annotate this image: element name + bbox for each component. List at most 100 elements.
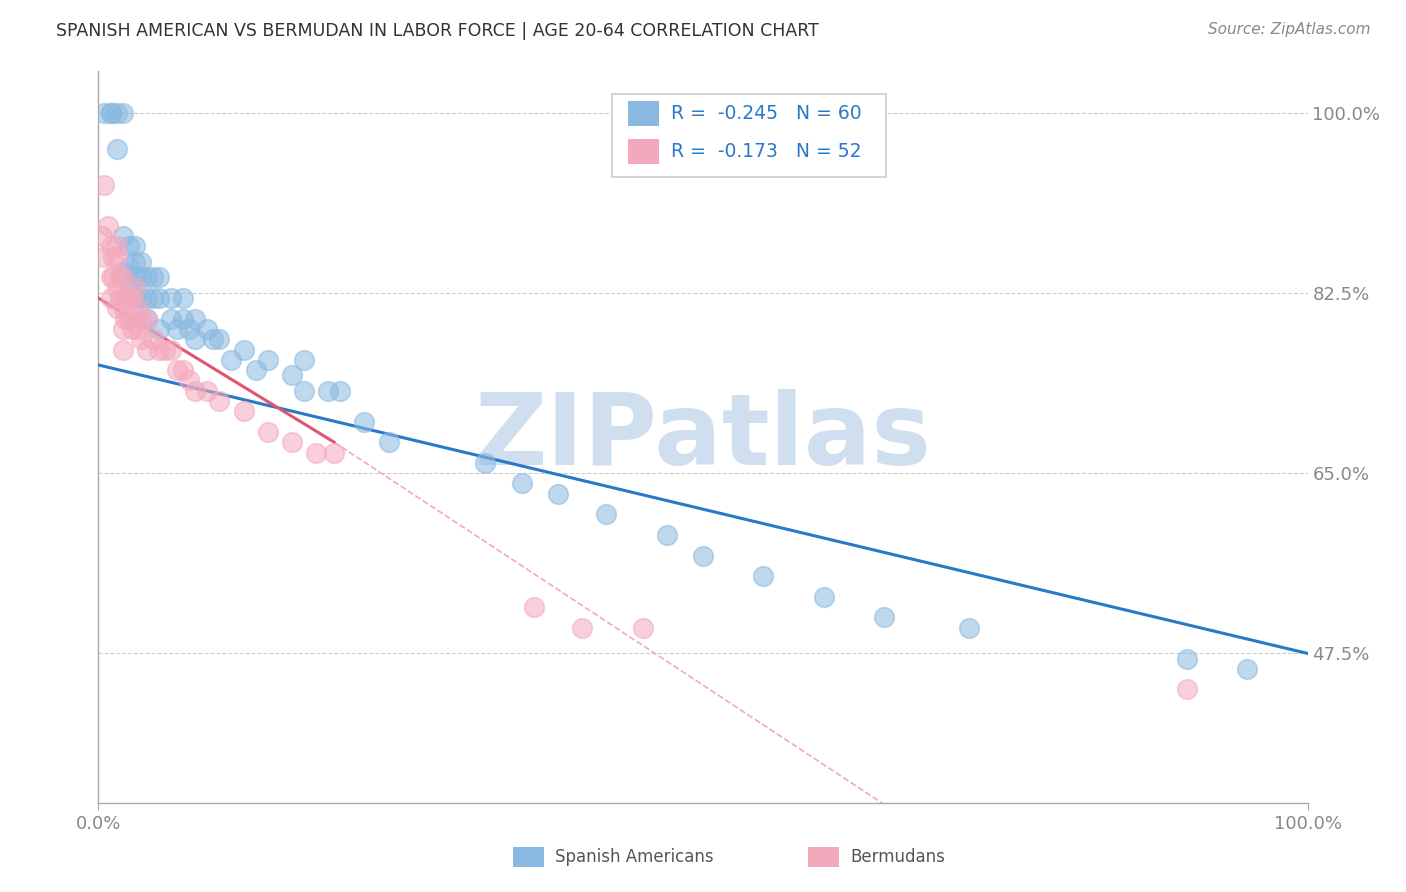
Point — [105, 239, 128, 253]
Point — [655, 528, 678, 542]
Text: SPANISH AMERICAN VS BERMUDAN IN LABOR FORCE | AGE 20-64 CORRELATION CHART: SPANISH AMERICAN VS BERMUDAN IN LABOR FO… — [56, 22, 820, 40]
Point — [813, 590, 835, 604]
Point — [292, 384, 315, 398]
Point — [166, 363, 188, 377]
Text: R =  -0.173   N = 52: R = -0.173 N = 52 — [671, 142, 860, 161]
Point — [142, 270, 165, 285]
Point — [179, 373, 201, 387]
Point — [208, 394, 231, 409]
Point — [184, 384, 207, 398]
Point — [135, 291, 157, 305]
Point — [281, 435, 304, 450]
Point — [93, 250, 115, 264]
Point — [316, 384, 339, 398]
Point — [91, 229, 114, 244]
Point — [97, 219, 120, 233]
Point — [124, 270, 146, 285]
Point — [172, 363, 194, 377]
Text: Source: ZipAtlas.com: Source: ZipAtlas.com — [1208, 22, 1371, 37]
Point — [142, 291, 165, 305]
Point — [124, 281, 146, 295]
Point — [105, 281, 128, 295]
Point — [93, 178, 115, 192]
Point — [105, 250, 128, 264]
Point — [111, 229, 134, 244]
Point — [292, 352, 315, 367]
Point — [108, 291, 131, 305]
Point — [208, 332, 231, 346]
Point — [160, 311, 183, 326]
Point — [111, 105, 134, 120]
Point — [111, 322, 134, 336]
Point — [256, 352, 278, 367]
Point — [547, 487, 569, 501]
Point — [124, 255, 146, 269]
Point — [305, 445, 328, 459]
Point — [474, 456, 496, 470]
Point — [118, 311, 141, 326]
Text: ZIPatlas: ZIPatlas — [475, 389, 931, 485]
Point — [129, 255, 152, 269]
Point — [101, 270, 124, 285]
Point — [100, 105, 122, 120]
Point — [142, 332, 165, 346]
Point — [100, 239, 122, 253]
Point — [752, 569, 775, 583]
Point — [111, 301, 134, 316]
Point — [692, 549, 714, 563]
Point — [184, 311, 207, 326]
Point — [281, 368, 304, 383]
Point — [148, 322, 170, 336]
Point — [129, 270, 152, 285]
Point — [571, 621, 593, 635]
Point — [135, 311, 157, 326]
Point — [148, 291, 170, 305]
Point — [114, 291, 136, 305]
Point — [129, 291, 152, 305]
Point — [202, 332, 225, 346]
Point — [121, 291, 143, 305]
Text: Spanish Americans: Spanish Americans — [555, 848, 714, 866]
Text: R =  -0.245   N = 60: R = -0.245 N = 60 — [671, 103, 862, 123]
Point — [184, 332, 207, 346]
Text: Bermudans: Bermudans — [851, 848, 945, 866]
Point — [195, 384, 218, 398]
Point — [100, 105, 122, 120]
Point — [957, 621, 980, 635]
Point — [160, 343, 183, 357]
Point — [323, 445, 346, 459]
Point — [245, 363, 267, 377]
Point — [232, 343, 254, 357]
Point — [101, 250, 124, 264]
Point — [111, 265, 134, 279]
Point — [135, 270, 157, 285]
Point — [105, 105, 128, 120]
Point — [100, 291, 122, 305]
Point — [124, 311, 146, 326]
Point — [124, 291, 146, 305]
Point — [377, 435, 399, 450]
Point — [172, 311, 194, 326]
Point — [124, 239, 146, 253]
Point — [114, 311, 136, 326]
Point — [100, 270, 122, 285]
Point — [631, 621, 654, 635]
Point — [148, 270, 170, 285]
Point — [195, 322, 218, 336]
Point — [166, 322, 188, 336]
Point — [873, 610, 896, 624]
Point — [129, 332, 152, 346]
Point — [105, 301, 128, 316]
Point — [127, 301, 149, 316]
Point — [108, 270, 131, 285]
Point — [160, 291, 183, 305]
Point — [105, 142, 128, 156]
Point — [353, 415, 375, 429]
Point — [118, 260, 141, 274]
Point — [135, 311, 157, 326]
Point — [1175, 682, 1198, 697]
Point — [523, 600, 546, 615]
Point — [172, 291, 194, 305]
Point — [118, 276, 141, 290]
Point — [510, 476, 533, 491]
